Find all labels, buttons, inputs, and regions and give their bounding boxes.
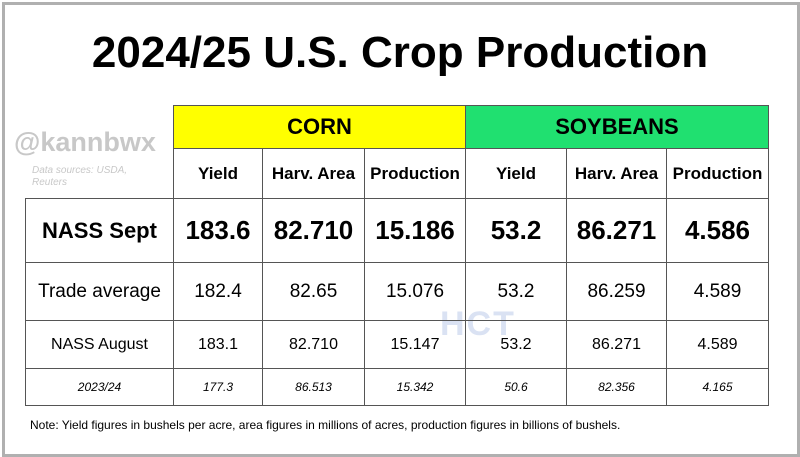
column-header: Yield [173,148,263,199]
table-cell: 4.589 [666,320,769,369]
column-header: Harv. Area [262,148,365,199]
table-cell: 4.165 [666,368,769,406]
table-cell: 82.356 [566,368,667,406]
column-header: Harv. Area [566,148,667,199]
group-header: CORN [173,105,466,149]
row-label: NASS Sept [25,198,174,263]
logo-watermark: HCT [440,305,516,343]
table-cell: 183.1 [173,320,263,369]
table-cell: 53.2 [465,320,567,369]
sources: Data sources: USDA, Reuters [32,165,128,188]
table-cell: 4.589 [666,262,769,321]
table-cell: 177.3 [173,368,263,406]
column-header: Production [364,148,466,199]
table-cell: 82.710 [262,320,365,369]
table-cell: 182.4 [173,262,263,321]
column-header: Yield [465,148,567,199]
title: 2024/25 U.S. Crop Production [91,28,709,77]
table-cell: 53.2 [465,262,567,321]
table-cell: 86.259 [566,262,667,321]
table-cell: 15.147 [364,320,466,369]
table-cell: 15.076 [364,262,466,321]
table-cell: 50.6 [465,368,567,406]
table-cell: 86.271 [566,320,667,369]
table-cell: 53.2 [465,198,567,263]
column-header: Production [666,148,769,199]
table-cell: 86.513 [262,368,365,406]
table-cell: 82.65 [262,262,365,321]
watermark: @kannbwx [14,127,156,157]
row-label: NASS August [25,320,174,369]
group-header: SOYBEANS [465,105,769,149]
table-cell: 183.6 [173,198,263,263]
row-label: 2023/24 [25,368,174,406]
table-cell: 82.710 [262,198,365,263]
table-cell: 4.586 [666,198,769,263]
note: Note: Yield figures in bushels per acre,… [30,418,621,432]
table-cell: 15.186 [364,198,466,263]
table-cell: 15.342 [364,368,466,406]
row-label: Trade average [25,262,174,321]
table-cell: 86.271 [566,198,667,263]
